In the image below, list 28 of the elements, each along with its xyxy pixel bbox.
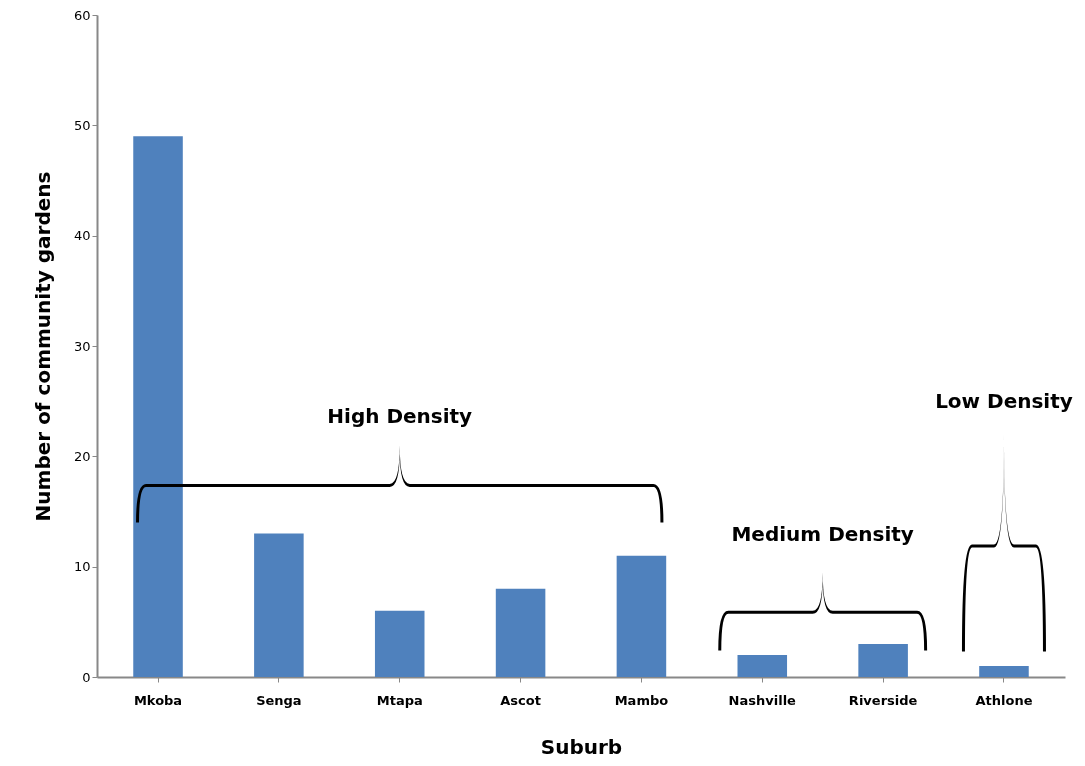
bar xyxy=(858,643,908,677)
y-tick-label: 40 xyxy=(73,228,91,244)
x-tick-label: Mtapa xyxy=(376,692,423,708)
x-axis-title: Suburb xyxy=(540,734,623,759)
bar xyxy=(495,588,546,677)
bar xyxy=(737,654,788,677)
y-tick-label: 50 xyxy=(73,117,91,133)
x-tick-label: Nashville xyxy=(728,692,797,708)
annotation: High Density xyxy=(327,404,473,429)
x-tick-label: Mkoba xyxy=(133,692,183,708)
x-tick-label: Mambo xyxy=(614,692,669,708)
y-axis-title: Number of community gardens xyxy=(30,171,55,522)
y-tick-label: 0 xyxy=(82,669,91,685)
bar xyxy=(979,665,1029,677)
annotation: Medium Density xyxy=(731,522,914,547)
bar xyxy=(616,555,667,677)
y-tick-label: 20 xyxy=(73,448,91,464)
bar xyxy=(374,610,425,677)
bar xyxy=(133,136,183,677)
annotation: Low Density xyxy=(935,388,1073,413)
y-tick-label: 10 xyxy=(73,559,91,575)
y-tick-label: 60 xyxy=(73,7,91,23)
x-tick-label: Senga xyxy=(256,692,302,708)
bar xyxy=(254,533,304,677)
y-tick-label: 30 xyxy=(73,338,91,354)
x-tick-label: Athlone xyxy=(975,692,1033,708)
x-tick-label: Ascot xyxy=(500,692,541,708)
x-tick-label: Riverside xyxy=(848,692,918,708)
